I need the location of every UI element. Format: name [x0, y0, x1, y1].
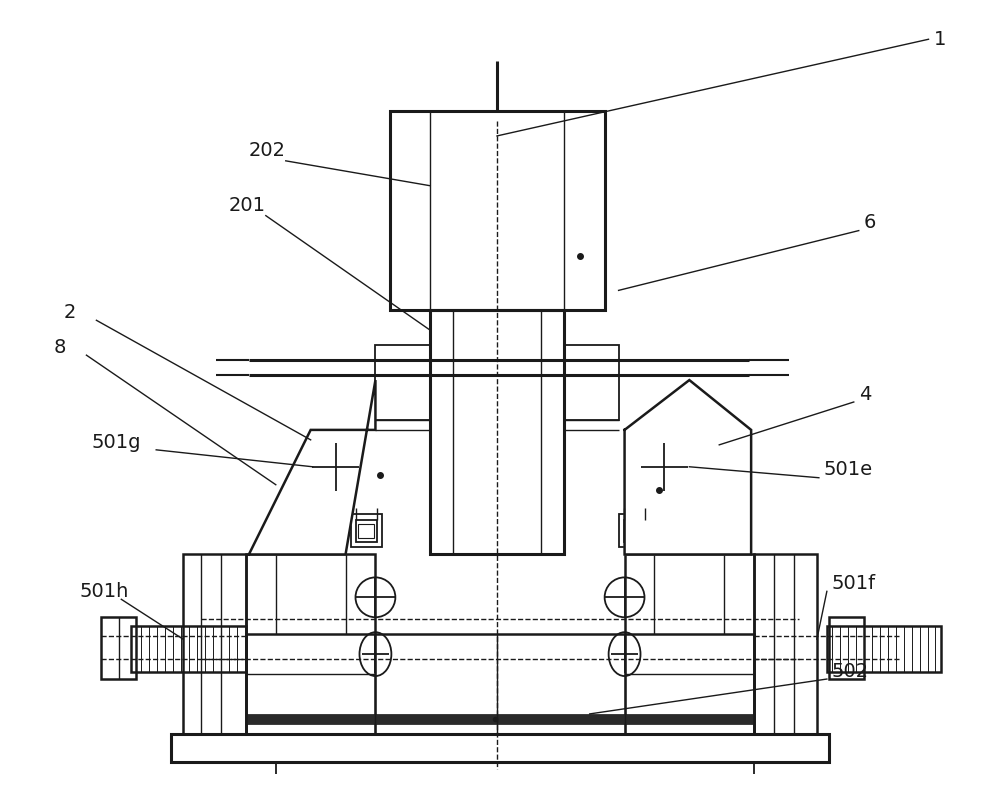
Bar: [564, 345, 619, 420]
Text: 1: 1: [933, 30, 946, 49]
Bar: [829, 618, 864, 679]
Bar: [101, 618, 136, 679]
Bar: [246, 714, 754, 724]
Bar: [183, 554, 246, 734]
Bar: [430, 310, 564, 554]
Polygon shape: [249, 380, 375, 554]
Text: 502: 502: [832, 662, 869, 681]
Bar: [754, 554, 817, 734]
Bar: [619, 513, 650, 548]
Text: 2: 2: [64, 303, 76, 322]
Text: 6: 6: [864, 213, 876, 232]
Text: 4: 4: [859, 384, 871, 403]
Bar: [356, 520, 377, 541]
Polygon shape: [625, 380, 751, 554]
Bar: [375, 345, 430, 420]
Bar: [358, 524, 374, 537]
Text: 501f: 501f: [832, 574, 876, 593]
Text: 201: 201: [229, 196, 266, 215]
Bar: [351, 513, 382, 548]
Bar: [624, 520, 645, 541]
Bar: [390, 111, 605, 310]
Text: 501g: 501g: [91, 433, 141, 452]
Bar: [627, 524, 643, 537]
Bar: [171, 734, 829, 762]
Bar: [246, 634, 754, 734]
Text: 501e: 501e: [824, 460, 873, 480]
Text: 501h: 501h: [79, 581, 129, 601]
Text: 8: 8: [54, 338, 66, 357]
Bar: [246, 554, 375, 734]
Bar: [131, 626, 246, 672]
Text: 202: 202: [249, 141, 286, 160]
Bar: [827, 626, 941, 672]
Bar: [625, 554, 754, 734]
